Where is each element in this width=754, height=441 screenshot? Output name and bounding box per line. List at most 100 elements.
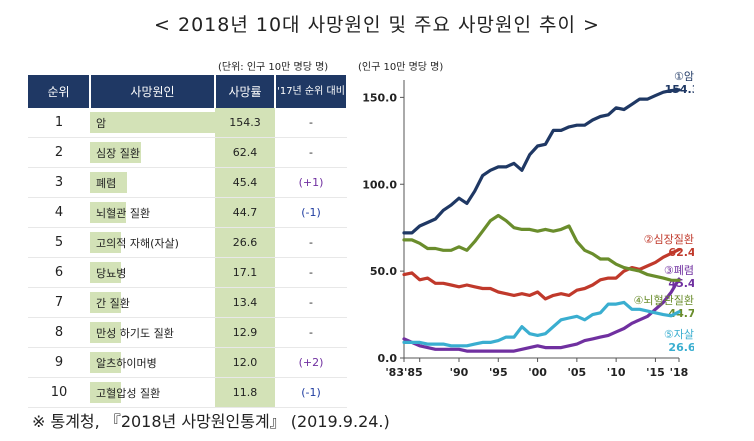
cause-label: 고의적 자해(자살) [96,236,179,250]
table-row: 1 암 154.3- [28,108,347,138]
cause-label: 심장 질환 [96,146,140,160]
cause-label: 간 질환 [96,296,130,310]
table-row: 10 고혈압성 질환 11.8 (-1) [28,377,347,408]
x-tick-label: '10 [607,366,626,379]
x-tick-label: '15 [646,366,665,379]
series-line [402,277,681,353]
rate-cell: 13.4 [215,287,275,318]
series-line [402,88,681,235]
cause-rate-bar [90,142,141,163]
header-rank: 순위 [28,75,91,108]
table-row: 6 당뇨병 17.1- [28,257,347,288]
change-cell: - [275,317,347,348]
cause-cell: 폐렴 [90,167,215,198]
rate-cell: 62.4 [215,137,275,168]
x-tick-label: '00 [528,366,547,379]
cause-cell: 만성 하기도 질환 [90,317,215,348]
header-cause: 사망원인 [90,75,216,108]
change-cell: - [275,287,347,318]
cause-label: 뇌혈관 질환 [96,206,151,220]
series-name-label: ④뇌혈관질환 [634,293,694,307]
series-name-label: ①암 [674,70,694,83]
rate-cell: 12.9 [215,317,275,348]
cause-rate-bar [90,112,215,133]
rank-cell: 5 [28,227,90,258]
rank-cell: 6 [28,257,90,288]
series-name-label: ②심장질환 [644,233,694,246]
change-cell: (+2) [275,347,347,378]
change-cell: - [275,137,347,168]
rate-cell: 45.4 [215,167,275,198]
x-tick-label: '83'85 [385,366,422,379]
cause-rate-bar [90,232,122,253]
cause-cell: 심장 질환 [90,137,215,168]
rank-cell: 8 [28,317,90,348]
rate-cell: 154.3 [215,108,275,138]
table-body: 1 암 154.3-2 심장 질환 62.4-3 폐렴 45.4 (+1) 4 뇌혈관 질환 44.… [28,108,347,408]
cause-of-death-table: 순위 사망원인 사망률 '17년 순위 대비 1 암 154.3-2 심장 질환 62.… [28,75,348,408]
cause-cell: 암 [90,108,215,138]
rank-cell: 3 [28,167,90,198]
series-line [402,248,681,301]
table-row: 9 알츠하이머병 12.0 (+2) [28,347,347,378]
cause-label: 고혈압성 질환 [96,386,161,400]
series-line [402,300,681,348]
cause-cell: 뇌혈관 질환 [90,197,215,228]
y-tick-label: 100.0 [362,178,397,191]
cause-cell: 간 질환 [90,287,215,318]
rank-cell: 9 [28,347,90,378]
rate-cell: 44.7 [215,197,275,228]
x-tick-label: '05 [568,366,587,379]
table-row: 4 뇌혈관 질환 44.7 (-1) [28,197,347,228]
rank-cell: 2 [28,137,90,168]
cause-rate-bar [90,322,122,343]
rank-cell: 10 [28,377,90,408]
source-note: ※ 통계청, 『2018년 사망원인통계』 (2019.9.24.) [32,412,390,431]
series-end-value: 26.6 [668,341,694,354]
rank-cell: 4 [28,197,90,228]
cause-label: 암 [96,116,107,130]
cause-rate-bar [90,292,122,313]
cause-label: 폐렴 [96,176,117,190]
change-cell: - [275,108,347,138]
cause-cell: 고혈압성 질환 [90,377,215,408]
table-unit-note: (단위: 인구 10만 명당 명) [218,62,329,73]
rank-cell: 7 [28,287,90,318]
header-change: '17년 순위 대비 [275,75,348,108]
table-row: 8 만성 하기도 질환 12.9- [28,317,347,348]
cause-label: 당뇨병 [96,266,127,280]
change-cell: (-1) [275,377,347,408]
change-cell: - [275,257,347,288]
table-row: 3 폐렴 45.4 (+1) [28,167,347,198]
cause-rate-bar [90,202,127,223]
series-name-label: ③폐렴 [664,264,694,277]
cause-cell: 고의적 자해(자살) [90,227,215,258]
change-cell: - [275,227,347,258]
cause-cell: 알츠하이머병 [90,347,215,378]
cause-rate-bar [90,172,127,193]
series-end-value: 44.7 [668,307,694,320]
rate-cell: 17.1 [215,257,275,288]
y-tick-label: 50.0 [370,265,397,278]
page-title: < 2018년 10대 사망원인 및 주요 사망원인 추이 > [154,14,600,36]
x-tick-label: '95 [489,366,508,379]
y-tick-label: 150.0 [362,91,397,104]
header-rate: 사망률 [215,75,276,108]
chart-unit-note: (인구 10만 명당 명) [358,62,444,73]
x-tick-label: '18 [670,366,689,379]
cause-cell: 당뇨병 [90,257,215,288]
cause-label: 알츠하이머병 [96,356,157,370]
rank-cell: 1 [28,108,90,138]
rate-cell: 12.0 [215,347,275,378]
table-row: 5 고의적 자해(자살) 26.6- [28,227,347,258]
series-end-value: 154.3 [665,83,694,96]
cause-rate-bar [90,382,122,403]
cause-label: 만성 하기도 질환 [96,326,174,340]
mortality-trend-chart: 0.0 50.0 100.0 150.0 '83'85 '90 '95 '00 '05 '10 '1… [362,70,694,379]
rate-cell: 11.8 [215,377,275,408]
series-name-label: ⑤자살 [664,328,694,341]
rate-cell: 26.6 [215,227,275,258]
cause-rate-bar [90,352,122,373]
table-row: 7 간 질환 13.4- [28,287,347,318]
x-tick-label: '90 [450,366,469,379]
